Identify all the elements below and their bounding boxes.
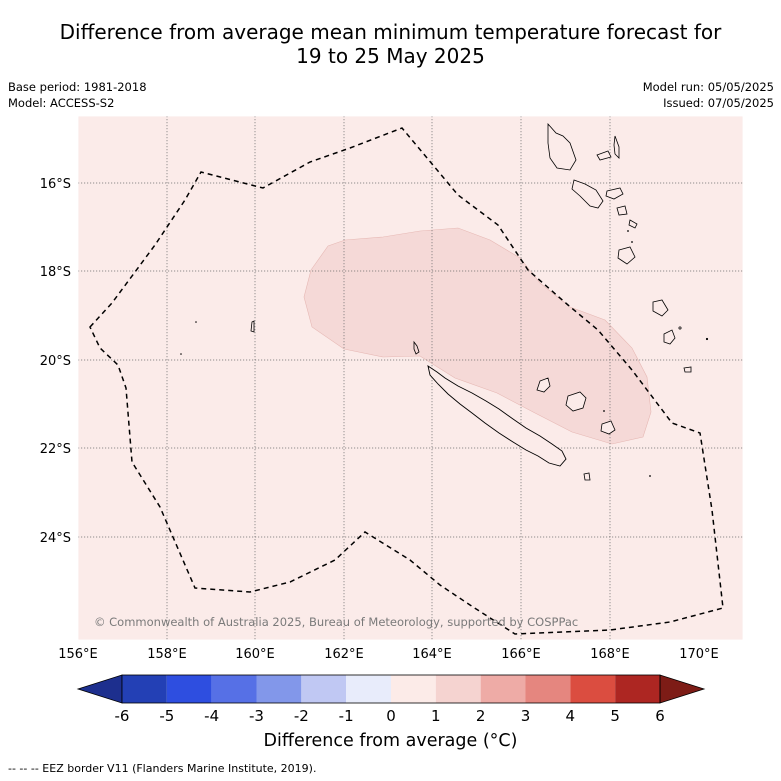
lon-label: 162°E [324, 647, 364, 662]
lon-label: 160°E [235, 647, 275, 662]
colorbar-title: Difference from average (°C) [263, 731, 518, 751]
colorbar-tick-label: 1 [431, 707, 441, 725]
title-line-1: Difference from average mean minimum tem… [59, 20, 722, 44]
erromango [652, 299, 669, 317]
malakula [571, 179, 604, 209]
lon-labels: 156°E 158°E 160°E 162°E 164°E 166°E 168°… [58, 647, 719, 662]
new-caledonia-grande-terre [427, 365, 567, 467]
espiritu-santo [547, 122, 577, 171]
islet-shepherd-2 [631, 241, 633, 243]
tanna [663, 329, 676, 345]
colorbar-segment [166, 675, 212, 703]
model-run: Model run: 05/05/2025 [642, 80, 774, 94]
aneityum [683, 366, 692, 373]
colorbar-tick-label: 0 [386, 707, 396, 725]
colorbar-segment [615, 675, 660, 703]
copyright-text: © Commonwealth of Australia 2025, Bureau… [94, 615, 578, 629]
lon-label: 170°E [679, 647, 719, 662]
tiny-island-2 [603, 410, 605, 412]
lon-label: 158°E [147, 647, 187, 662]
colorbar-extend-high [659, 674, 706, 704]
colorbar-segment [435, 675, 481, 703]
efate [617, 246, 636, 265]
tiny-island-1 [649, 475, 651, 477]
colorbar-ticks: -6 -5 -4 -3 -2 -1 0 1 2 3 4 5 6 [115, 707, 665, 725]
colorbar-tick-label: 4 [566, 707, 576, 725]
colorbar-tick-label: 3 [521, 707, 531, 725]
colorbar-segment [301, 675, 347, 703]
ouvea [536, 377, 551, 393]
colorbar-segment [256, 675, 302, 703]
eez-border [89, 127, 724, 635]
isle-of-pines [583, 472, 591, 481]
colorbar-tick-label: -1 [339, 707, 354, 725]
west-islet-1 [195, 321, 197, 323]
lon-label: 168°E [590, 647, 630, 662]
meta-left: Base period: 1981-2018 Model: ACCESS-S2 [8, 79, 147, 111]
epi [616, 205, 628, 216]
lon-label: 156°E [58, 647, 98, 662]
lat-label: 20°S [40, 354, 71, 369]
lat-labels: 16°S 18°S 20°S 22°S 24°S [40, 177, 71, 546]
colorbar-segment [480, 675, 526, 703]
colorbar-tick-label: 6 [655, 707, 665, 725]
islet-shepherd-1 [627, 230, 629, 232]
ambae [596, 150, 612, 161]
colorbar-segment [391, 675, 436, 703]
colorbar-segment [122, 675, 167, 703]
model-name: Model: ACCESS-S2 [8, 96, 115, 110]
anomaly-region-1-2 [303, 227, 652, 445]
eez-footnote: -- -- -- EEZ border V11 (Flanders Marine… [8, 762, 317, 775]
islet-futuna [678, 326, 682, 330]
colorbar-segment [525, 675, 571, 703]
base-period: Base period: 1981-2018 [8, 80, 147, 94]
colorbar-border [121, 674, 661, 704]
issued-date: Issued: 07/05/2025 [663, 96, 774, 110]
vanuatu-islands [547, 122, 692, 373]
lon-label: 166°E [501, 647, 541, 662]
colorbar-tick-label: -6 [115, 707, 130, 725]
mare [600, 420, 616, 435]
colorbar-tick-label: -4 [204, 707, 219, 725]
chesterfield-reef [250, 320, 255, 333]
title-line-2: 19 to 25 May 2025 [296, 44, 485, 68]
lat-label: 24°S [40, 531, 71, 546]
colorbar [76, 674, 706, 704]
colorbar-tick-label: 2 [476, 707, 486, 725]
colorbar-tick-label: -5 [159, 707, 174, 725]
map-title: Difference from average mean minimum tem… [0, 20, 781, 68]
ambrym [605, 187, 624, 200]
lat-label: 22°S [40, 442, 71, 457]
pentecost [613, 135, 620, 159]
gridlines [78, 116, 743, 640]
belep-islands [413, 340, 420, 355]
islet-east [705, 337, 709, 341]
west-islet-2 [180, 353, 182, 355]
colorbar-tick-label: 5 [610, 707, 620, 725]
colorbar-segment [346, 675, 391, 703]
lon-label: 164°E [412, 647, 452, 662]
colorbar-segment [211, 675, 257, 703]
map-frame [77, 115, 744, 641]
shepherd-islands [628, 219, 638, 229]
colorbar-tick-label: -3 [249, 707, 264, 725]
lifou [565, 391, 587, 412]
lat-label: 16°S [40, 177, 71, 192]
colorbar-tick-label: -2 [294, 707, 309, 725]
colorbar-extend-low [76, 674, 123, 704]
colorbar-segment [570, 675, 616, 703]
meta-right: Model run: 05/05/2025 Issued: 07/05/2025 [643, 79, 774, 111]
lat-label: 18°S [40, 265, 71, 280]
